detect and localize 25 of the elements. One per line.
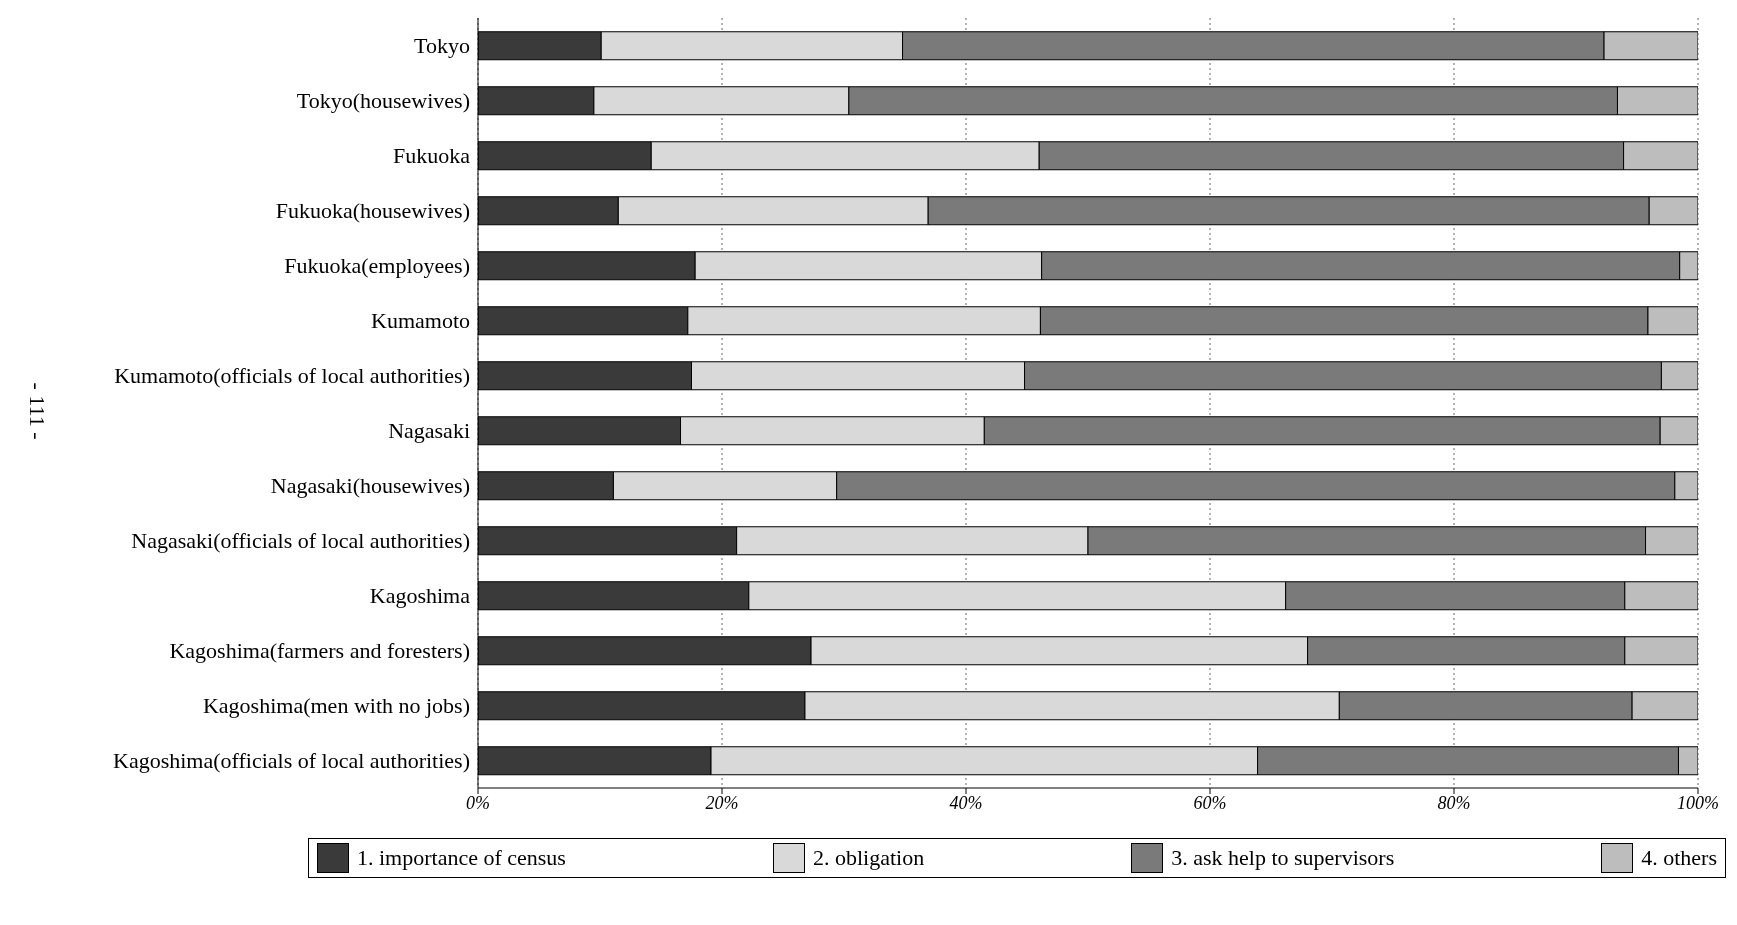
x-tick-label: 80%: [1437, 792, 1471, 813]
y-tick-label: Nagasaki(officials of local authorities): [131, 528, 470, 554]
y-tick-label: Kumamoto: [371, 308, 470, 334]
y-tick-label: Kagoshima(officials of local authorities): [113, 748, 470, 774]
y-tick-label: Kagoshima: [369, 583, 471, 609]
x-tick-label: 100%: [1677, 792, 1719, 813]
legend-label: 3. ask help to supervisors: [1171, 845, 1395, 871]
y-tick-label: Nagasaki: [388, 418, 470, 444]
x-tick-label: 60%: [1193, 792, 1227, 813]
x-tick-label: 40%: [949, 792, 983, 813]
x-tick-label: 20%: [705, 792, 739, 813]
y-tick-label: Kagoshima(farmers and foresters): [169, 638, 470, 664]
legend-label: 4. others: [1641, 845, 1717, 871]
y-tick-label: Fukuoka(employees): [284, 253, 470, 279]
legend-label: 1. importance of census: [357, 845, 566, 871]
y-tick-label: Kagoshima(men with no jobs): [202, 693, 470, 719]
text: - 111 -: [23, 382, 50, 440]
legend-label: 2. obligation: [812, 845, 925, 871]
y-tick-label: Nagasaki(housewives): [270, 473, 470, 499]
y-tick-label: Tokyo: [414, 33, 470, 59]
x-tick-label: 0%: [466, 792, 490, 813]
y-tick-label: Kumamoto(officials of local authorities): [114, 363, 470, 389]
y-tick-label: Fukuoka: [393, 143, 471, 169]
y-tick-label: Fukuoka(housewives): [275, 198, 470, 224]
y-tick-label: Tokyo(housewives): [296, 88, 470, 114]
